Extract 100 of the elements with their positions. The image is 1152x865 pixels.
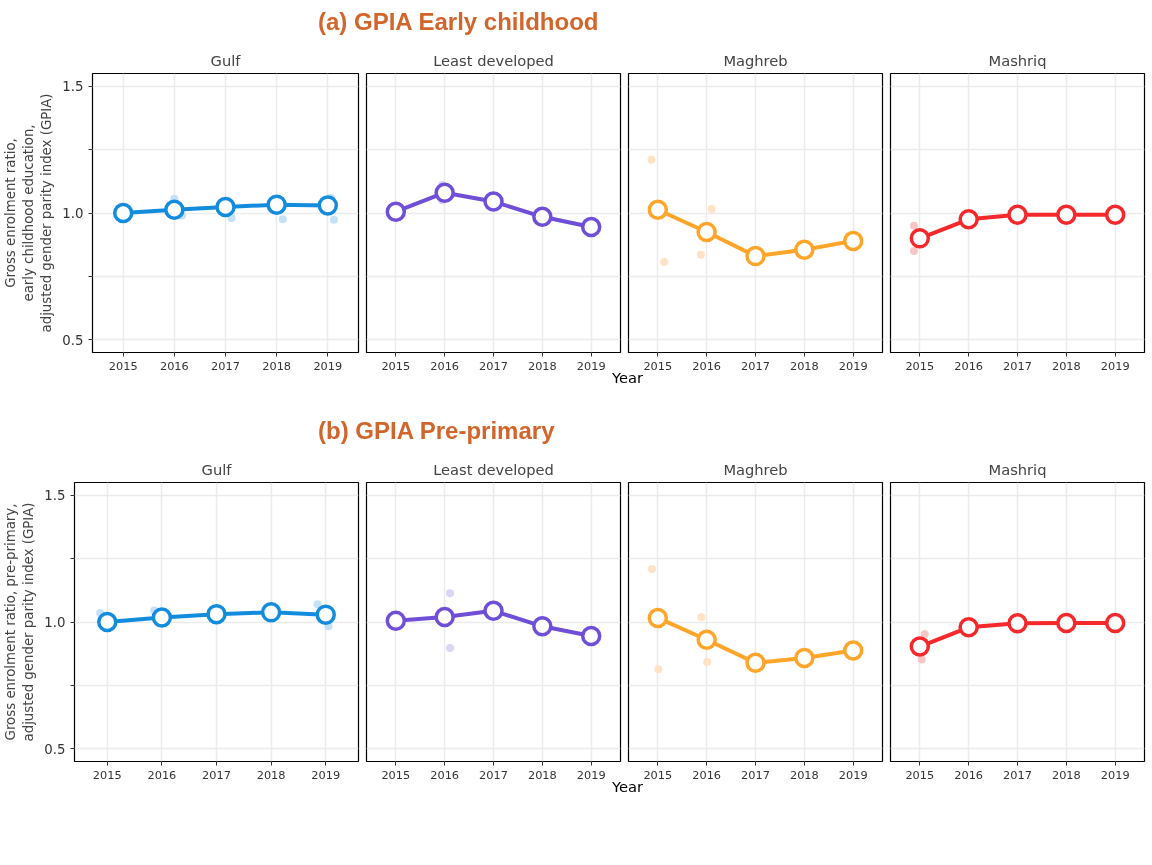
point (97, 611, 118, 633)
x-tick-label: 2016 (159, 358, 189, 373)
x-tick-label: 2019 (576, 767, 606, 782)
x-tick-label: 2016 (147, 767, 177, 782)
point (696, 250, 705, 259)
point (745, 245, 766, 267)
point (958, 209, 979, 230)
point (794, 647, 815, 669)
point (434, 606, 455, 628)
point (266, 194, 287, 215)
point (647, 565, 656, 573)
point (654, 665, 663, 674)
x-tick-label: 2016 (430, 767, 460, 782)
point (385, 610, 407, 631)
point (842, 640, 864, 661)
point (385, 201, 407, 222)
point (164, 199, 185, 220)
text: (b) GPIA Pre-primary (318, 416, 555, 446)
chart-title: Least developed (433, 51, 554, 69)
x-tick-label: 2015 (643, 358, 673, 373)
point (707, 204, 716, 213)
x-tick-label: 2016 (692, 358, 722, 373)
chart-title: Maghreb (723, 51, 788, 69)
point (580, 216, 602, 238)
point (794, 239, 815, 261)
point (647, 607, 669, 629)
x-tick-label: 2015 (381, 358, 411, 373)
x-tick-label: 2017 (741, 767, 770, 782)
point (1104, 204, 1126, 226)
x-tick-label: 2019 (311, 767, 341, 782)
x-tick-label: 2015 (905, 358, 935, 373)
point (745, 652, 766, 674)
point (920, 629, 929, 638)
x-tick-label: 2019 (838, 358, 868, 373)
x-tick-label: 2016 (954, 767, 984, 782)
point (696, 629, 717, 650)
x-axis-title: Year (612, 368, 644, 388)
chart-title: Mashriq (988, 51, 1047, 69)
point (215, 196, 236, 218)
x-tick-label: 2019 (576, 358, 606, 373)
point (532, 206, 553, 228)
y-tick-label: 1.5 (62, 79, 84, 95)
point (697, 613, 706, 622)
point (260, 602, 282, 623)
point (313, 600, 322, 609)
x-tick-label: 2017 (479, 767, 508, 782)
point (660, 257, 669, 266)
point (317, 195, 339, 216)
point (329, 215, 338, 224)
x-tick-label: 2015 (381, 767, 411, 782)
x-tick-label: 2017 (211, 358, 240, 373)
y-tick-label: 1.5 (44, 488, 66, 504)
point (909, 247, 918, 256)
point (278, 215, 287, 224)
x-tick-label: 2017 (479, 358, 508, 373)
point (909, 221, 918, 230)
point (151, 607, 173, 628)
x-tick-label: 2018 (789, 767, 819, 782)
point (647, 155, 656, 164)
point (483, 600, 504, 622)
x-tick-label: 2017 (202, 767, 231, 782)
point (1056, 612, 1077, 634)
point (315, 604, 336, 625)
y-tick-label: 0.5 (44, 741, 66, 757)
point (1056, 204, 1077, 226)
x-tick-label: 2017 (741, 358, 770, 373)
y-tick-label: 1.0 (62, 206, 84, 221)
point (1007, 613, 1028, 634)
x-tick-label: 2017 (1003, 767, 1032, 782)
x-tick-label: 2015 (108, 358, 138, 373)
x-tick-label: 2017 (1003, 358, 1032, 373)
x-axis-title: Year (612, 777, 644, 797)
point (696, 221, 717, 243)
point (434, 182, 455, 203)
point (917, 655, 926, 664)
y-axis-title: Gross enrolment ratio, pre-primary, adjusted gender parity index (GPIA) (3, 502, 37, 742)
x-tick-label: 2019 (1100, 358, 1130, 373)
point (1007, 204, 1028, 226)
x-tick-label: 2018 (262, 358, 292, 373)
x-tick-label: 2018 (1051, 358, 1081, 373)
chart-title: Mashriq (988, 460, 1047, 478)
point (647, 199, 669, 220)
point (909, 636, 931, 657)
chart-title: Gulf (210, 51, 242, 69)
y-tick-label: 1.0 (44, 615, 66, 630)
x-tick-label: 2015 (905, 767, 935, 782)
point (532, 616, 553, 637)
x-tick-label: 2016 (430, 358, 460, 373)
point (483, 191, 504, 212)
point (112, 202, 134, 224)
chart-title: Gulf (201, 460, 233, 478)
x-tick-label: 2016 (692, 767, 722, 782)
point (580, 625, 602, 647)
x-tick-label: 2018 (527, 767, 557, 782)
x-tick-label: 2015 (92, 767, 122, 782)
x-tick-label: 2015 (643, 767, 673, 782)
point (703, 658, 712, 667)
x-tick-label: 2018 (789, 358, 819, 373)
point (206, 603, 227, 625)
x-tick-label: 2019 (313, 358, 343, 373)
